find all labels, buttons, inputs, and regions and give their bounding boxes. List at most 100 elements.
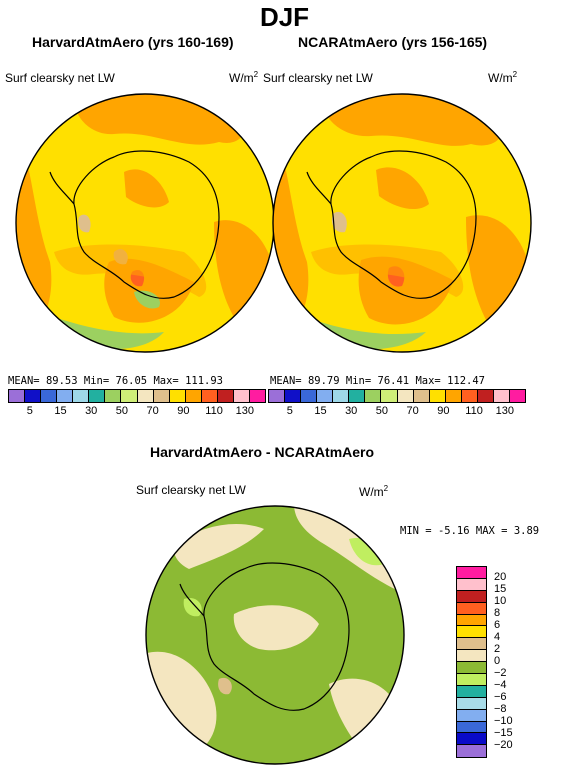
panel-title-ncar: NCARAtmAero (yrs 156-165) [298,34,488,50]
unit-label-harvard: W/m2 [229,70,259,85]
colorbar-swatch [397,390,414,402]
colorbar-swatch [233,390,250,402]
tick-label: 110 [205,405,223,417]
contour-cream-interior [233,605,319,651]
tick-label: 130 [495,405,514,417]
tick-label: −6 [494,691,507,703]
peninsula-coastline-harvard [49,171,75,205]
colorbar-swatch [461,390,478,402]
colorbar-swatch [185,390,202,402]
tick-label: −4 [494,679,507,691]
antarctica-coastline-harvard [73,150,220,299]
tick-label: 8 [494,607,501,619]
colorbar-swatch [457,685,486,698]
tick-label: 110 [465,405,483,417]
contour-lightgreen-w [183,597,202,617]
tick-label: 5 [286,405,293,417]
diff-stats: MIN = -5.16 MAX = 3.89 [400,525,540,537]
tick-label: 20 [494,571,507,583]
map-border-ncar [272,93,532,353]
tick-label: 70 [406,405,419,417]
colorbar-swatch [457,650,486,663]
tick-label: −10 [494,715,513,727]
colorbar-swatch [381,390,398,402]
stats-harvard: MEAN= 89.53 Min= 76.05 Max= 111.93 [8,375,223,387]
colorbar-swatch [217,390,234,402]
map-difference [145,505,405,765]
colorbar-swatch [457,567,486,579]
colorbar-swatch [365,390,382,402]
colorbar-swatch [509,390,525,402]
colorbar-swatch [73,390,90,402]
colorbar-swatch [333,390,350,402]
colorbar-swatch [429,390,446,402]
colorbar-swatch [9,390,26,402]
colorbar-swatch [105,390,122,402]
tick-label: 130 [235,405,254,417]
colorbar-swatch [445,390,462,402]
unit-label-ncar: W/m2 [488,70,518,85]
contour-cream-northeast [294,506,404,594]
tick-label: 2 [494,643,501,655]
colorbar-swatch [301,390,318,402]
diff-variable-label: Surf clearsky net LW [136,483,246,497]
diff-unit-label: W/m2 [359,484,389,499]
tick-label: 6 [494,619,501,631]
tick-label: 70 [146,405,159,417]
map-background-ncar [273,94,531,352]
colorbar-swatch [89,390,106,402]
colorbar-harvard [8,389,266,403]
colorbar-swatch [285,390,302,402]
colorbar-swatch [41,390,58,402]
colorbar-swatch [57,390,74,402]
colorbar-swatch [249,390,265,402]
colorbar-swatch [169,390,186,402]
tick-label: −8 [494,703,507,715]
contour-tan-west [78,214,91,233]
colorbar-swatch [457,590,486,603]
colorbar-swatch [413,390,430,402]
panel-title-harvard: HarvardAtmAero (yrs 160-169) [32,34,234,50]
variable-label-harvard: Surf clearsky net LW [5,71,115,85]
stats-ncar: MEAN= 89.79 Min= 76.41 Max= 112.47 [270,375,485,387]
contour-orange-interior [376,167,429,210]
diff-panel-title: HarvardAtmAero - NCARAtmAero [150,444,375,460]
colorbar-swatch [457,733,486,746]
contour-tan-spot [218,677,232,695]
colorbar-swatch [477,390,494,402]
tick-label: 15 [314,405,327,417]
colorbar-swatch [137,390,154,402]
colorbar-swatch [457,721,486,734]
peninsula-coastline-ncar [306,171,332,205]
tick-label: 30 [345,405,358,417]
contour-orange-band [311,244,464,297]
colorbar-swatch [457,602,486,615]
map-border-diff [145,505,405,765]
colorbar-swatch [457,626,486,639]
colorbar-ticks-difference: 20 15 10 8 6 4 2 0 −2 −4 −6 −8 −10 −15 −… [494,566,534,758]
colorbar-swatch [201,390,218,402]
variable-label-ncar: Surf clearsky net LW [263,71,373,85]
peninsula-coastline-diff [179,583,205,617]
contour-cream-north [173,524,264,569]
colorbar-swatch [457,674,486,686]
colorbar-swatch [457,614,486,627]
tick-label: 15 [494,583,507,595]
colorbar-swatch [153,390,170,402]
tick-label: −20 [494,739,513,751]
colorbar-swatch [457,662,486,675]
colorbar-swatch [457,578,486,591]
tick-label: 0 [494,655,501,667]
tick-label: 90 [177,405,190,417]
colorbar-swatch [457,745,486,758]
colorbar-swatch [349,390,366,402]
tick-label: 15 [54,405,67,417]
tick-label: 30 [85,405,98,417]
colorbar-swatch [457,697,486,710]
colorbar-swatch [317,390,334,402]
colorbar-ncar [268,389,526,403]
contour-orange-band [54,244,207,297]
tick-label: −15 [494,727,513,739]
contour-tan-west [331,211,347,233]
colorbar-difference [456,566,487,759]
